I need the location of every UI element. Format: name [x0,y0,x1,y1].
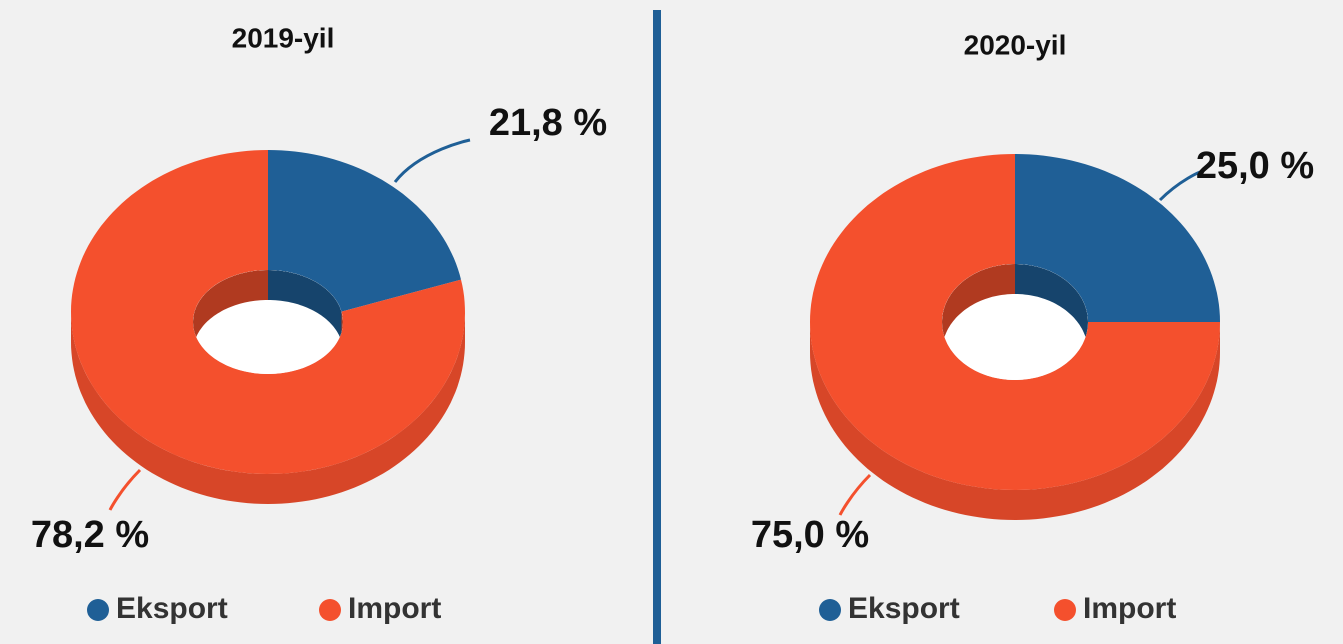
hole-wall [942,264,1015,352]
legend-marker [319,599,341,621]
slice [268,150,461,312]
slice [1015,154,1220,322]
legend-marker [819,599,841,621]
value-label: 21,8 % [489,102,607,144]
legend-label: Import [348,592,441,625]
slice [810,154,1220,490]
legend-label: Import [1083,592,1176,625]
hole-wall [268,270,342,342]
legend-label: Eksport [848,592,960,625]
slice [71,150,465,474]
leader-line [838,473,872,516]
value-label: 78,2 % [31,514,149,556]
leader-line [393,138,471,183]
hole-wall [1015,264,1088,352]
hole-wall [193,270,268,352]
chart-title: 2019-yil [232,22,335,53]
slice-side [71,312,465,504]
legend-marker [1054,599,1076,621]
slice-side [810,322,1220,520]
value-label: 25,0 % [1196,145,1314,187]
leader-line [108,468,142,511]
legend-label: Eksport [116,592,228,625]
value-label: 75,0 % [751,514,869,556]
chart-title: 2020-yil [964,29,1067,60]
legend-marker [87,599,109,621]
leader-line [1158,170,1201,202]
